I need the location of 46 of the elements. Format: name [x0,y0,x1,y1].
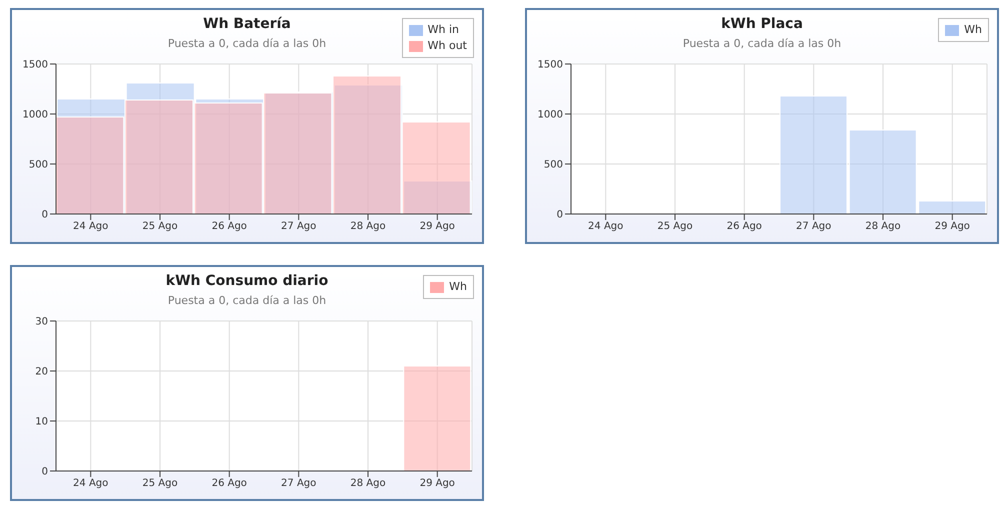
y-tick-label: 1000 [22,110,48,121]
legend-label: Wh out [428,38,467,54]
x-tick-label: 28 Ago [865,221,901,232]
x-tick-label: 29 Ago [420,478,455,490]
x-tick-label: 25 Ago [657,221,693,232]
bar [402,122,471,214]
y-tick-label: 1000 [538,110,563,121]
chart-subtitle: Puesta a 0, cada día a las 0h [166,294,328,307]
legend-label: Wh [964,22,982,38]
bar [124,100,194,214]
y-tick-label: 0 [42,466,48,478]
x-tick-label: 24 Ago [73,221,108,232]
x-tick-label: 24 Ago [588,221,624,232]
x-tick-label: 25 Ago [142,221,178,232]
chart-title: kWh Consumo diario [166,273,328,289]
y-tick-label: 500 [28,160,48,171]
chart-subtitle: Puesta a 0, cada día a las 0h [682,37,842,50]
bar [848,130,917,214]
bar [780,96,848,214]
y-tick-label: 30 [35,316,48,328]
x-tick-label: 28 Ago [350,478,386,490]
y-tick-label: 10 [35,416,48,428]
y-tick-label: 500 [544,160,563,171]
x-tick-label: 29 Ago [420,221,455,232]
y-tick-label: 0 [556,210,563,221]
y-tick-label: 1500 [22,60,48,71]
y-tick-label: 20 [35,366,48,378]
bar [918,200,986,214]
bar [55,116,124,214]
legend-label: Wh [449,279,467,295]
x-tick-label: 29 Ago [934,221,970,232]
x-tick-label: 26 Ago [212,221,247,232]
x-tick-label: 26 Ago [726,221,762,232]
x-tick-label: 28 Ago [350,221,386,232]
legend-label: Wh in [428,22,460,38]
x-tick-label: 27 Ago [796,221,832,232]
x-tick-label: 27 Ago [281,478,316,490]
x-tick-label: 25 Ago [142,478,178,490]
x-tick-label: 24 Ago [73,478,108,490]
y-tick-label: 1500 [538,60,563,71]
chart-title: kWh Placa [721,16,803,32]
x-tick-label: 26 Ago [212,478,247,490]
y-tick-label: 0 [42,210,48,221]
x-tick-label: 27 Ago [281,221,316,232]
chart-subtitle: Puesta a 0, cada día a las 0h [168,37,326,50]
chart-title: Wh Batería [203,16,291,32]
